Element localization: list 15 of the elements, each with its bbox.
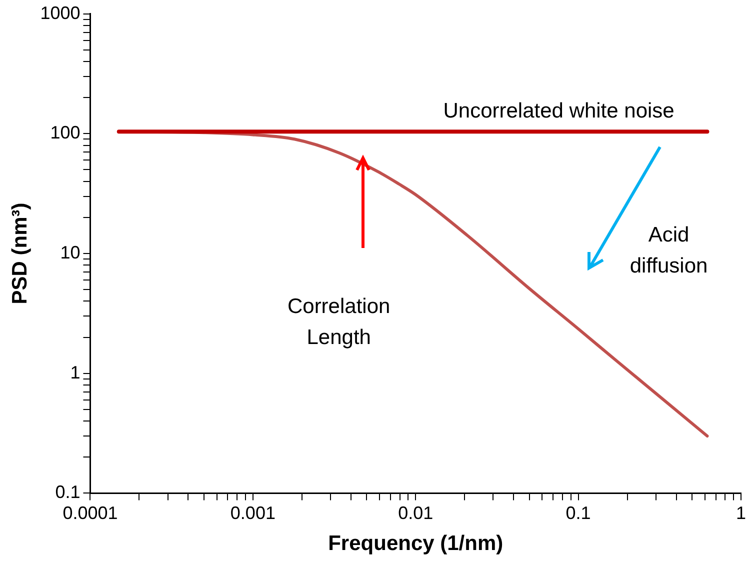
annotation: Uncorrelated white noise bbox=[443, 99, 674, 122]
x-tick-label: 0.1 bbox=[566, 502, 591, 523]
annotation: Acid diffusion bbox=[630, 223, 708, 278]
x-tick-label: 0.0001 bbox=[62, 502, 118, 523]
y-axis-title: PSD (nm³) bbox=[8, 202, 32, 304]
annotation: Correlation Length bbox=[287, 294, 390, 349]
y-tick-label: 1000 bbox=[40, 2, 80, 23]
y-tick-label: 10 bbox=[60, 242, 80, 262]
x-axis-title: Frequency (1/nm) bbox=[328, 532, 504, 556]
y-tick-label: 1 bbox=[70, 362, 80, 382]
y-tick-label: 100 bbox=[50, 122, 80, 143]
y-tick-label: 0.1 bbox=[55, 482, 80, 502]
x-tick-label: 0.01 bbox=[398, 502, 434, 523]
x-tick-label: 1 bbox=[736, 502, 746, 523]
x-tick-label: 0.001 bbox=[230, 502, 276, 523]
